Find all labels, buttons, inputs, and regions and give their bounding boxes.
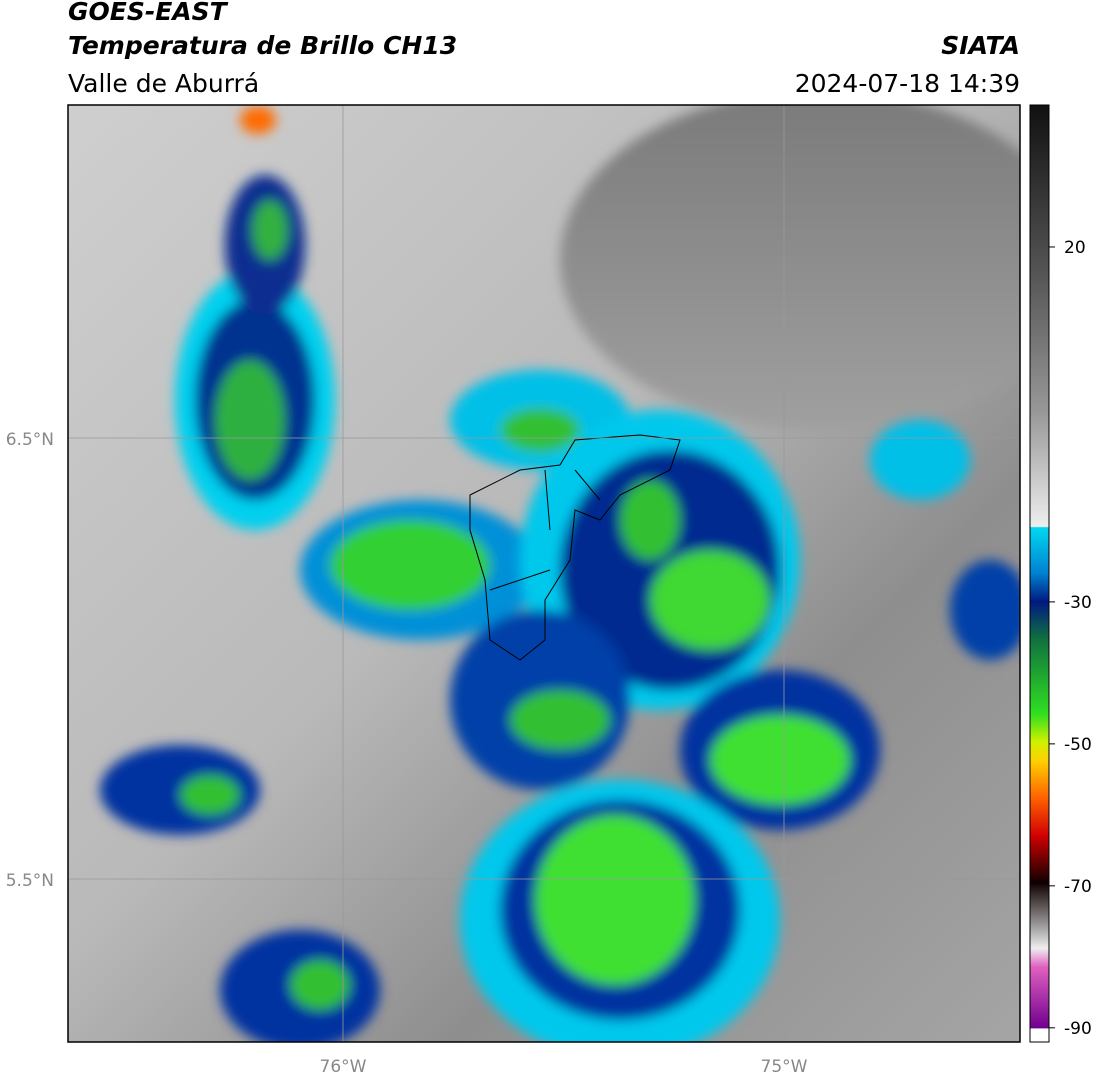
colorbar-tick-label: 20: [1064, 238, 1086, 258]
colorbar-tick-label: -90: [1064, 1019, 1092, 1039]
title: GOES-EAST: [68, 0, 229, 26]
lon-label: 75°W: [761, 1057, 808, 1077]
subtitle: Temperatura de Brillo CH13: [68, 31, 457, 60]
colorbar: [1029, 104, 1050, 1043]
region: Valle de Aburrá: [68, 69, 259, 98]
colorbar-tick-label: -50: [1064, 735, 1092, 755]
datetime: 2024-07-18 14:39: [795, 69, 1020, 98]
lon-label: 76°W: [320, 1057, 367, 1077]
colorbar-tick-label: -70: [1064, 877, 1092, 897]
map-frame: [67, 104, 1021, 1043]
lat-label: 6.5°N: [6, 430, 54, 450]
satellite-image: [68, 105, 1020, 1042]
source: SIATA: [941, 31, 1020, 60]
lat-label: 5.5°N: [6, 871, 54, 891]
colorbar-tick-label: -30: [1064, 593, 1092, 613]
